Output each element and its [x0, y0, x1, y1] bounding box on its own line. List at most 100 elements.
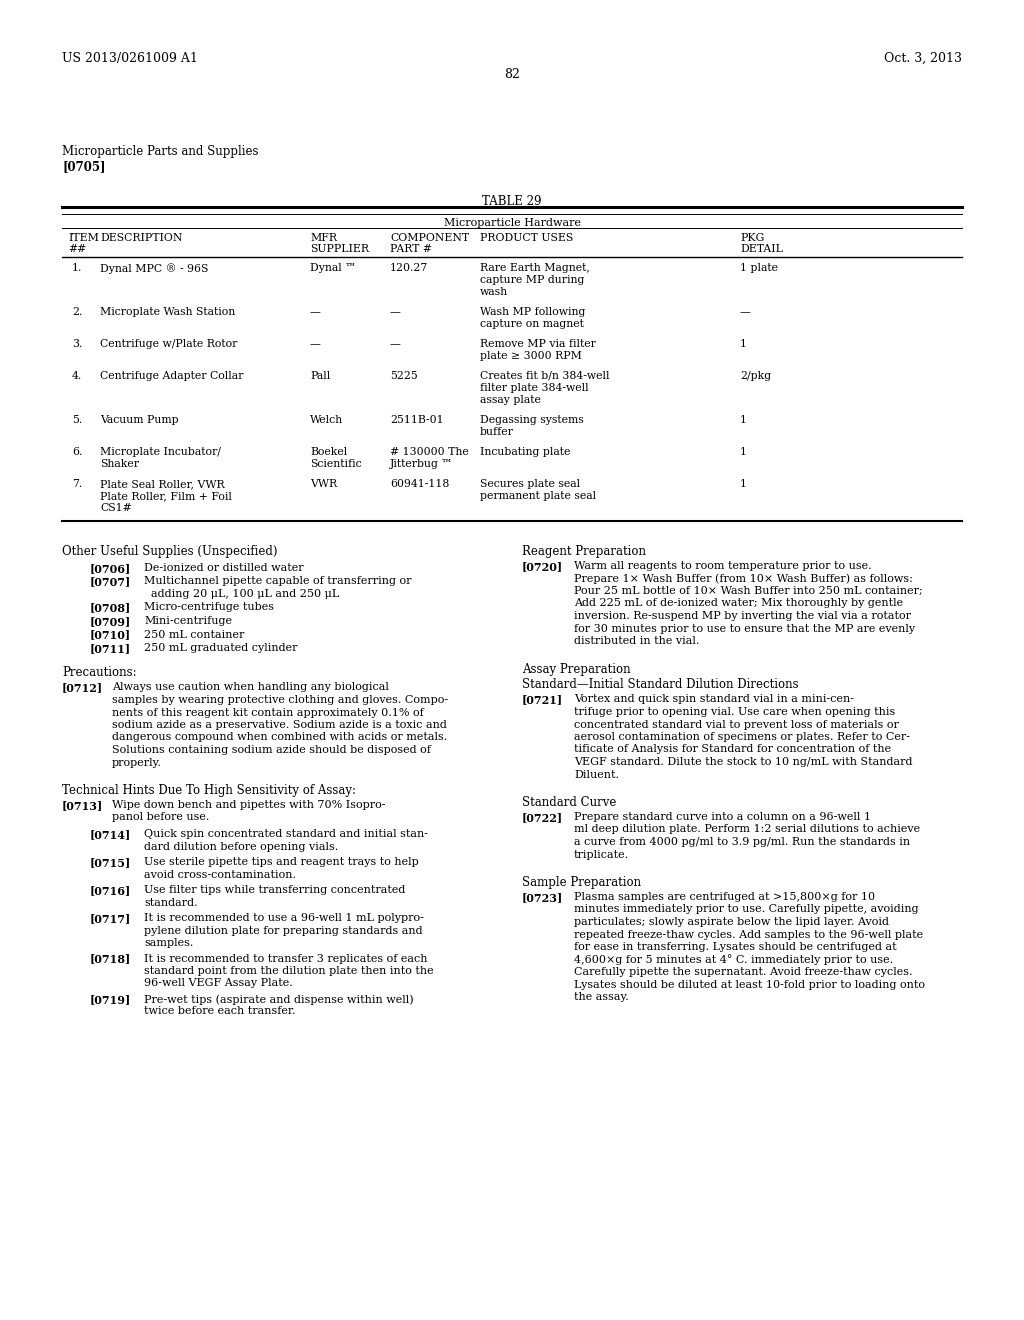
Text: Precautions:: Precautions:	[62, 667, 136, 680]
Text: Micro-centrifuge tubes: Micro-centrifuge tubes	[144, 602, 274, 612]
Text: Centrifuge Adapter Collar: Centrifuge Adapter Collar	[100, 371, 244, 381]
Text: wash: wash	[480, 286, 508, 297]
Text: 6.: 6.	[72, 447, 82, 457]
Text: the assay.: the assay.	[574, 993, 629, 1002]
Text: particulates; slowly aspirate below the lipid layer. Avoid: particulates; slowly aspirate below the …	[574, 917, 889, 927]
Text: Creates fit b/n 384-well: Creates fit b/n 384-well	[480, 371, 609, 381]
Text: Remove MP via filter: Remove MP via filter	[480, 339, 596, 348]
Text: Jitterbug ™: Jitterbug ™	[390, 459, 454, 469]
Text: DETAIL: DETAIL	[740, 244, 783, 253]
Text: Use filter tips while transferring concentrated: Use filter tips while transferring conce…	[144, 884, 406, 895]
Text: samples.: samples.	[144, 939, 194, 948]
Text: ITEM: ITEM	[68, 234, 99, 243]
Text: Prepare 1× Wash Buffer (from 10× Wash Buffer) as follows:: Prepare 1× Wash Buffer (from 10× Wash Bu…	[574, 573, 912, 583]
Text: [0719]: [0719]	[90, 994, 131, 1005]
Text: Scientific: Scientific	[310, 459, 361, 469]
Text: [0711]: [0711]	[90, 643, 131, 653]
Text: Incubating plate: Incubating plate	[480, 447, 570, 457]
Text: 96-well VEGF Assay Plate.: 96-well VEGF Assay Plate.	[144, 978, 293, 989]
Text: [0712]: [0712]	[62, 682, 103, 693]
Text: 120.27: 120.27	[390, 263, 428, 273]
Text: tificate of Analysis for Standard for concentration of the: tificate of Analysis for Standard for co…	[574, 744, 891, 755]
Text: Quick spin concentrated standard and initial stan-: Quick spin concentrated standard and ini…	[144, 829, 428, 840]
Text: —: —	[390, 308, 400, 317]
Text: COMPONENT: COMPONENT	[390, 234, 469, 243]
Text: Microplate Wash Station: Microplate Wash Station	[100, 308, 236, 317]
Text: 1.: 1.	[72, 263, 82, 273]
Text: 7.: 7.	[72, 479, 82, 488]
Text: 4,600×g for 5 minutes at 4° C. immediately prior to use.: 4,600×g for 5 minutes at 4° C. immediate…	[574, 954, 893, 965]
Text: Sample Preparation: Sample Preparation	[522, 876, 641, 888]
Text: # 130000 The: # 130000 The	[390, 447, 469, 457]
Text: [0720]: [0720]	[522, 561, 563, 572]
Text: 2511B-01: 2511B-01	[390, 414, 443, 425]
Text: avoid cross-contamination.: avoid cross-contamination.	[144, 870, 296, 879]
Text: Wipe down bench and pipettes with 70% Isopro-: Wipe down bench and pipettes with 70% Is…	[112, 800, 385, 810]
Text: samples by wearing protective clothing and gloves. Compo-: samples by wearing protective clothing a…	[112, 696, 449, 705]
Text: standard.: standard.	[144, 898, 198, 908]
Text: Assay Preparation: Assay Preparation	[522, 663, 631, 676]
Text: [0709]: [0709]	[90, 616, 131, 627]
Text: Vacuum Pump: Vacuum Pump	[100, 414, 178, 425]
Text: Multichannel pipette capable of transferring or: Multichannel pipette capable of transfer…	[144, 577, 412, 586]
Text: 1: 1	[740, 339, 746, 348]
Text: Always use caution when handling any biological: Always use caution when handling any bio…	[112, 682, 389, 693]
Text: twice before each transfer.: twice before each transfer.	[144, 1006, 296, 1016]
Text: distributed in the vial.: distributed in the vial.	[574, 636, 699, 645]
Text: Shaker: Shaker	[100, 459, 139, 469]
Text: [0708]: [0708]	[90, 602, 131, 614]
Text: Prepare standard curve into a column on a 96-well 1: Prepare standard curve into a column on …	[574, 812, 871, 822]
Text: PART #: PART #	[390, 244, 432, 253]
Text: TABLE 29: TABLE 29	[482, 195, 542, 209]
Text: US 2013/0261009 A1: US 2013/0261009 A1	[62, 51, 198, 65]
Text: [0716]: [0716]	[90, 884, 131, 896]
Text: Dynal ™: Dynal ™	[310, 263, 356, 273]
Text: 1: 1	[740, 414, 746, 425]
Text: [0717]: [0717]	[90, 913, 131, 924]
Text: panol before use.: panol before use.	[112, 813, 209, 822]
Text: Microparticle Parts and Supplies: Microparticle Parts and Supplies	[62, 145, 258, 158]
Text: assay plate: assay plate	[480, 395, 541, 405]
Text: VWR: VWR	[310, 479, 337, 488]
Text: Welch: Welch	[310, 414, 343, 425]
Text: —: —	[310, 308, 321, 317]
Text: Dynal MPC ® - 96S: Dynal MPC ® - 96S	[100, 263, 208, 273]
Text: filter plate 384-well: filter plate 384-well	[480, 383, 589, 393]
Text: plate ≥ 3000 RPM: plate ≥ 3000 RPM	[480, 351, 582, 360]
Text: [0706]: [0706]	[90, 564, 131, 574]
Text: inversion. Re-suspend MP by inverting the vial via a rotator: inversion. Re-suspend MP by inverting th…	[574, 611, 911, 620]
Text: —: —	[740, 308, 751, 317]
Text: MFR: MFR	[310, 234, 337, 243]
Text: capture MP during: capture MP during	[480, 275, 585, 285]
Text: 5225: 5225	[390, 371, 418, 381]
Text: capture on magnet: capture on magnet	[480, 319, 584, 329]
Text: Plate Seal Roller, VWR: Plate Seal Roller, VWR	[100, 479, 224, 488]
Text: 5.: 5.	[72, 414, 82, 425]
Text: Warm all reagents to room temperature prior to use.: Warm all reagents to room temperature pr…	[574, 561, 871, 572]
Text: 60941-118: 60941-118	[390, 479, 450, 488]
Text: 1: 1	[740, 479, 746, 488]
Text: 250 mL container: 250 mL container	[144, 630, 245, 639]
Text: Lysates should be diluted at least 10-fold prior to loading onto: Lysates should be diluted at least 10-fo…	[574, 979, 925, 990]
Text: Oct. 3, 2013: Oct. 3, 2013	[884, 51, 962, 65]
Text: pylene dilution plate for preparing standards and: pylene dilution plate for preparing stan…	[144, 925, 423, 936]
Text: Standard Curve: Standard Curve	[522, 796, 616, 809]
Text: sodium azide as a preservative. Sodium azide is a toxic and: sodium azide as a preservative. Sodium a…	[112, 719, 446, 730]
Text: triplicate.: triplicate.	[574, 850, 629, 859]
Text: minutes immediately prior to use. Carefully pipette, avoiding: minutes immediately prior to use. Carefu…	[574, 904, 919, 915]
Text: Carefully pipette the supernatant. Avoid freeze-thaw cycles.: Carefully pipette the supernatant. Avoid…	[574, 968, 912, 977]
Text: [0713]: [0713]	[62, 800, 103, 810]
Text: CS1#: CS1#	[100, 503, 132, 513]
Text: Plasma samples are centrifuged at >15,800×g for 10: Plasma samples are centrifuged at >15,80…	[574, 892, 876, 902]
Text: Microplate Incubator/: Microplate Incubator/	[100, 447, 221, 457]
Text: Solutions containing sodium azide should be disposed of: Solutions containing sodium azide should…	[112, 744, 431, 755]
Text: VEGF standard. Dilute the stock to 10 ng/mL with Standard: VEGF standard. Dilute the stock to 10 ng…	[574, 756, 912, 767]
Text: Use sterile pipette tips and reagent trays to help: Use sterile pipette tips and reagent tra…	[144, 857, 419, 867]
Text: ##: ##	[68, 244, 86, 253]
Text: Add 225 mL of de-ionized water; Mix thoroughly by gentle: Add 225 mL of de-ionized water; Mix thor…	[574, 598, 903, 609]
Text: Pour 25 mL bottle of 10× Wash Buffer into 250 mL container;: Pour 25 mL bottle of 10× Wash Buffer int…	[574, 586, 923, 597]
Text: Mini-centrifuge: Mini-centrifuge	[144, 616, 232, 626]
Text: nents of this reagent kit contain approximately 0.1% of: nents of this reagent kit contain approx…	[112, 708, 424, 718]
Text: dangerous compound when combined with acids or metals.: dangerous compound when combined with ac…	[112, 733, 447, 742]
Text: permanent plate seal: permanent plate seal	[480, 491, 596, 502]
